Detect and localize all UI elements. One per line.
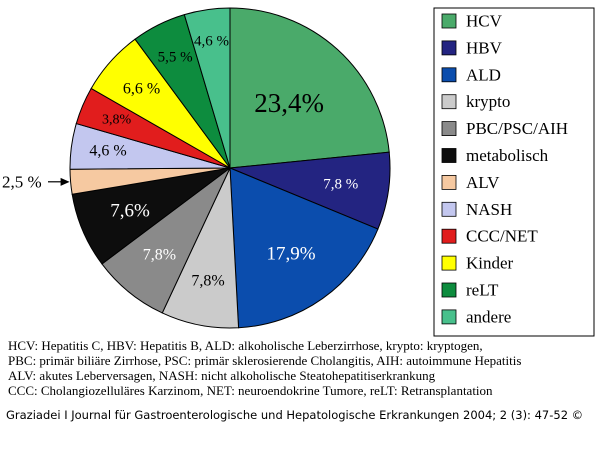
pie-slices (69, 7, 391, 329)
legend-swatch (441, 228, 457, 244)
slice-label: 6,6 % (123, 81, 160, 98)
slice-label: 4,6 % (194, 33, 229, 49)
legend-label: CCC/NET (466, 227, 538, 246)
legend: HCV HBV ALD krypto PBC/PSC/AIH metabolisch ALV… (433, 7, 595, 337)
slice-label: 23,4% (254, 88, 324, 118)
legend-swatch (441, 94, 457, 110)
legend-label: HCV (466, 12, 503, 31)
legend-swatch (441, 255, 457, 271)
legend-swatch (441, 148, 457, 163)
legend-swatch (441, 282, 457, 298)
legend-label: NASH (466, 200, 512, 219)
slice-label: 7,8% (143, 246, 176, 263)
legend-label: HBV (466, 38, 503, 57)
caption-line: HCV: Hepatitis C, HBV: Hepatitis B, ALD:… (8, 338, 483, 353)
slice-label: 5,5 % (158, 50, 193, 66)
legend-label: reLT (466, 281, 499, 300)
legend-label: ALD (466, 65, 501, 84)
legend-swatch (441, 174, 457, 190)
legend-swatch (441, 121, 457, 136)
legend-label: andere (466, 307, 511, 326)
legend-label: krypto (466, 92, 510, 111)
legend-frame (433, 7, 595, 337)
caption-line: CCC: Cholangiozelluläres Karzinom, NET: … (8, 383, 493, 398)
slice-label: 3,8% (102, 112, 132, 127)
legend-label: metabolisch (466, 146, 549, 165)
caption: HCV: Hepatitis C, HBV: Hepatitis B, ALD:… (8, 338, 598, 398)
legend-swatch (441, 13, 457, 29)
legend-label: PBC/PSC/AIH (466, 119, 568, 138)
pie-slice-ald (229, 167, 379, 329)
source-citation: Graziadei I Journal für Gastroenterologi… (6, 408, 584, 422)
slice-label: 7,8 % (323, 176, 358, 192)
pie-chart: 23,4% 7,8 % 17,9% 7,8% 7,8% 7,6% 2,5 % 4,6 % 3,8… (2, 7, 595, 337)
legend-swatch (441, 67, 457, 83)
caption-line: PBC: primär biliäre Zirrhose, PSC: primä… (8, 353, 522, 368)
callout-arrowhead (60, 177, 70, 186)
pie-slice-andere (183, 7, 231, 169)
legend-label: ALV (466, 173, 500, 192)
legend-swatch (441, 309, 457, 325)
slice-label: 2,5 % (2, 172, 42, 191)
pie-slice-hcv (229, 7, 390, 169)
slice-label: 7,6% (110, 200, 150, 221)
legend-label: Kinder (466, 254, 514, 273)
slice-label: 4,6 % (89, 143, 126, 160)
caption-line: ALV: akutes Leberversagen, NASH: nicht a… (8, 368, 436, 383)
legend-swatch (441, 201, 457, 217)
legend-swatch (441, 40, 457, 56)
slice-label: 17,9% (266, 244, 315, 265)
pie-labels: 23,4% 7,8 % 17,9% 7,8% 7,8% 7,6% 2,5 % 4,6 % 3,8… (2, 33, 358, 289)
slice-label: 7,8% (191, 273, 224, 290)
